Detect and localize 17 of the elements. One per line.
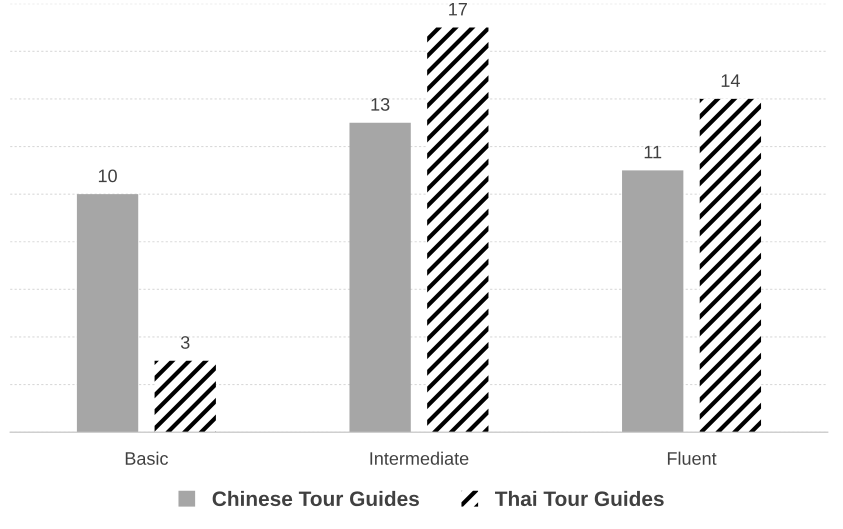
bar [622, 170, 684, 432]
data-label: 17 [449, 3, 467, 16]
x-tick-label: Intermediate [370, 452, 468, 465]
data-label: 14 [722, 74, 740, 87]
legend-label: Thai Tour Guides [495, 490, 664, 506]
data-label: 3 [180, 336, 190, 349]
data-label: 11 [644, 146, 662, 158]
x-tick-label: Fluent [668, 452, 716, 465]
bar [154, 360, 216, 432]
legend-label: Chinese Tour Guides [212, 490, 419, 506]
bar [427, 28, 488, 432]
x-tick-label: Basic [126, 452, 168, 465]
data-label: 10 [98, 169, 117, 182]
bar [76, 194, 138, 432]
bar [700, 98, 762, 432]
bar [349, 122, 411, 432]
data-label: 13 [371, 98, 390, 111]
